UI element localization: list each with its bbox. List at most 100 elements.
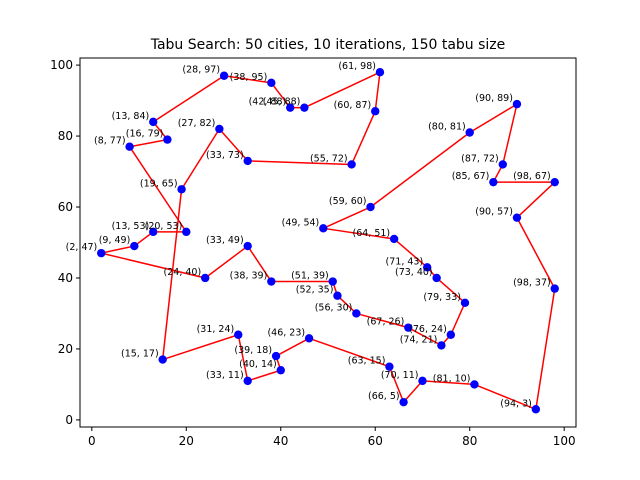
city-label: (9, 49)	[99, 235, 131, 246]
city-label: (42, 88)	[249, 97, 287, 108]
city-label: (46, 23)	[267, 327, 305, 338]
city-point	[243, 156, 252, 166]
city-label: (60, 87)	[334, 100, 372, 111]
city-label: (40, 14)	[239, 359, 277, 370]
city-point	[465, 128, 474, 137]
route-segment	[101, 245, 135, 254]
y-tick-label: 80	[58, 129, 73, 143]
city-label: (39, 18)	[234, 345, 272, 356]
city-point	[423, 263, 432, 272]
city-point	[271, 351, 281, 361]
route-segment	[422, 380, 475, 386]
city-point	[267, 277, 276, 286]
plot-frame	[79, 57, 577, 428]
route-segment	[247, 245, 272, 282]
route-segment	[450, 302, 466, 336]
route-segment	[247, 369, 281, 382]
city-point	[276, 366, 285, 375]
city-point	[215, 124, 224, 134]
city-point	[328, 277, 337, 286]
route-segment	[323, 227, 395, 240]
route-segment	[516, 181, 556, 219]
city-label: (24, 40)	[164, 267, 202, 278]
route-segment	[128, 146, 187, 233]
city-label: (67, 26)	[367, 317, 405, 328]
city-label: (45, 88)	[263, 97, 301, 108]
route-segment	[516, 217, 556, 289]
city-point	[200, 273, 210, 283]
city-label: (2, 47)	[66, 242, 98, 253]
y-tick-label: 60	[58, 200, 73, 214]
city-point	[149, 227, 158, 237]
city-point	[97, 248, 106, 258]
city-point	[300, 103, 309, 112]
city-label: (27, 82)	[178, 118, 216, 129]
route-segment	[474, 383, 537, 410]
x-tick-label: 80	[462, 434, 477, 448]
city-label: (66, 5)	[368, 391, 400, 402]
route-segment	[469, 103, 518, 134]
city-label: (74, 21)	[400, 334, 438, 345]
city-label: (90, 89)	[475, 93, 513, 104]
city-label: (38, 95)	[230, 72, 268, 83]
y-tick-label: 40	[58, 271, 73, 285]
city-point	[149, 117, 158, 127]
city-label: (31, 24)	[197, 324, 235, 335]
city-label: (38, 39)	[230, 271, 268, 282]
city-label: (59, 60)	[329, 196, 367, 207]
route-layer	[101, 71, 556, 410]
city-label: (19, 65)	[140, 178, 178, 189]
chart-title: Tabu Search: 50 cities, 10 iterations, 1…	[150, 37, 506, 53]
route-segment	[374, 72, 381, 112]
city-label: (87, 72)	[461, 153, 499, 164]
city-label: (85, 67)	[452, 171, 490, 182]
city-point	[404, 323, 413, 332]
route-segment	[161, 189, 183, 360]
city-label: (73, 40)	[395, 267, 433, 278]
city-label: (61, 98)	[338, 61, 376, 72]
city-label: (52, 35)	[296, 285, 334, 296]
route-segment	[436, 277, 466, 304]
city-point	[498, 160, 507, 169]
city-point	[375, 67, 385, 77]
route-segment	[270, 82, 291, 109]
city-point	[470, 380, 479, 389]
city-label: (49, 54)	[282, 217, 320, 228]
city-label: (71, 43)	[386, 256, 424, 267]
route-segment	[237, 334, 249, 382]
route-segment	[356, 312, 409, 329]
city-label: (15, 17)	[121, 349, 159, 360]
city-label: (56, 30)	[315, 302, 353, 313]
x-tick-label: 40	[273, 434, 288, 448]
y-tick-label: 20	[58, 342, 73, 356]
city-label: (98, 37)	[513, 278, 551, 289]
route-segment	[180, 128, 220, 190]
axis-ticks: 0 20 40 60 80 100 0 20 40 60 80 100	[50, 58, 576, 448]
route-segment	[218, 128, 249, 162]
city-point	[286, 103, 295, 112]
city-label: (33, 73)	[206, 150, 244, 161]
route-segment	[223, 74, 272, 84]
x-tick-label: 100	[553, 434, 576, 448]
city-label: (81, 10)	[433, 373, 471, 384]
route-segment	[407, 326, 442, 347]
route-segment	[204, 245, 249, 279]
city-point	[432, 273, 441, 283]
route-segment	[129, 138, 168, 148]
route-segment	[535, 288, 556, 410]
city-label: (79, 33)	[423, 292, 461, 303]
city-label: (13, 84)	[112, 111, 150, 122]
city-point	[158, 355, 167, 364]
route-segment	[322, 206, 371, 229]
city-point	[333, 291, 342, 300]
route-segment	[393, 238, 428, 268]
city-point	[385, 362, 394, 371]
city-point	[347, 160, 356, 169]
city-point	[531, 405, 541, 414]
city-label: (63, 15)	[348, 356, 386, 367]
city-point	[446, 330, 456, 339]
route-segment	[350, 110, 376, 165]
city-point	[371, 107, 380, 116]
x-tick-label: 20	[179, 434, 194, 448]
